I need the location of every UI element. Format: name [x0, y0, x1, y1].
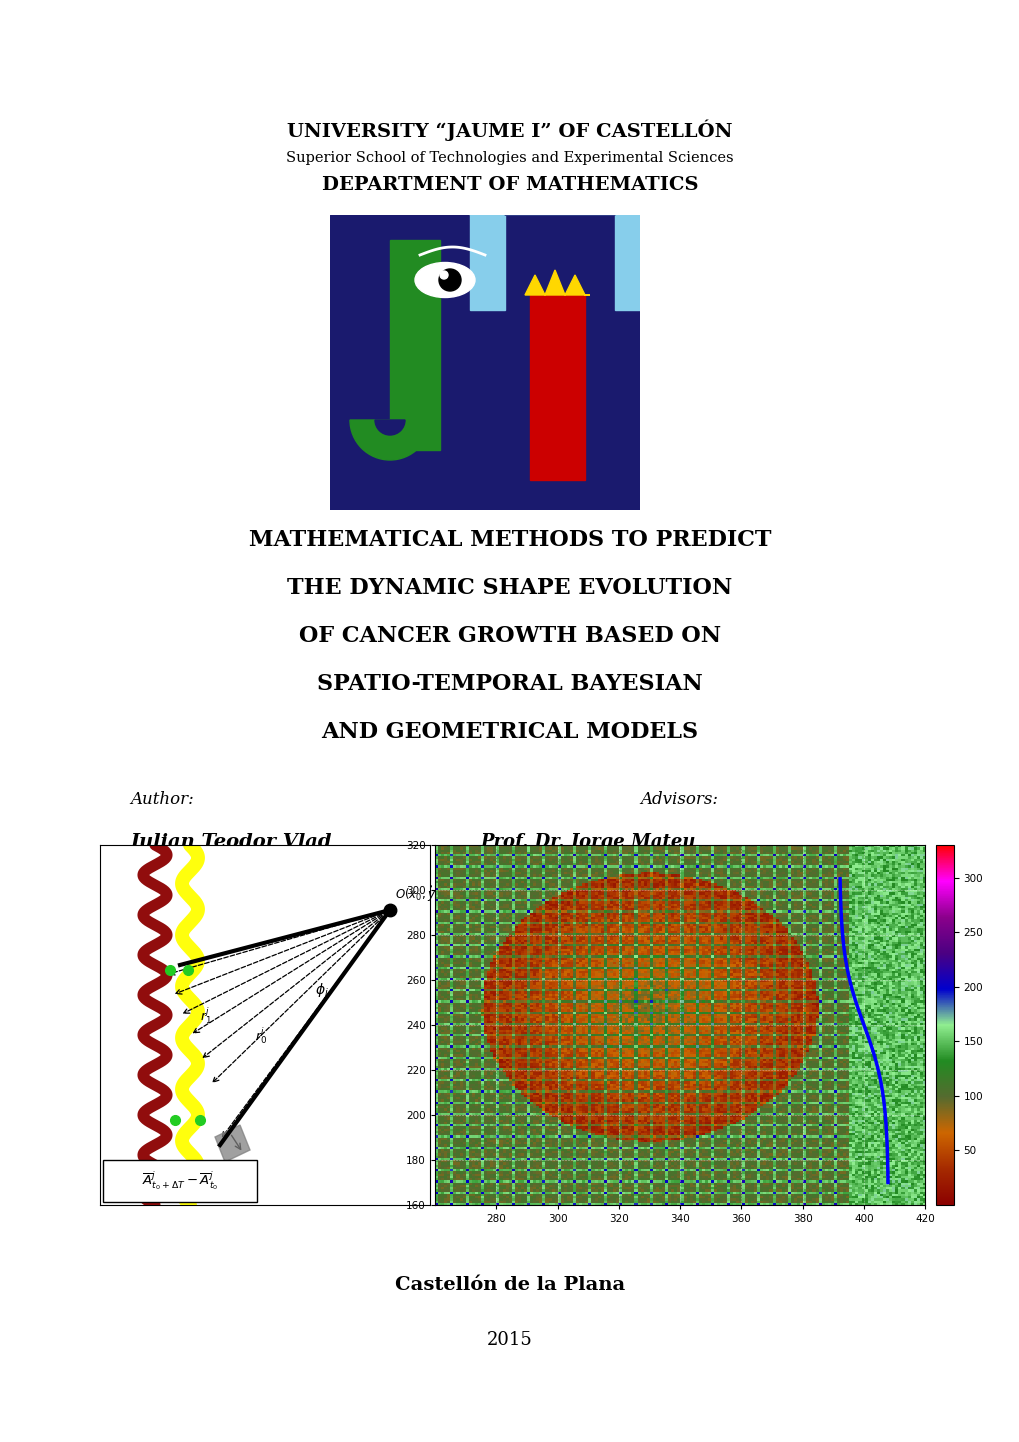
Text: THE DYNAMIC SHAPE EVOLUTION: THE DYNAMIC SHAPE EVOLUTION [287, 577, 732, 598]
Wedge shape [375, 420, 405, 435]
Text: $\phi_j$: $\phi_j$ [315, 982, 328, 1001]
Ellipse shape [415, 262, 475, 297]
Text: $\overline{A}^j_{t_0+\Delta T} - \overline{A}^j_{t_0}$: $\overline{A}^j_{t_0+\Delta T} - \overli… [142, 1169, 218, 1193]
Bar [530, 296, 585, 480]
Text: UNIVERSITY “JAUME I” OF CASTELLÓN: UNIVERSITY “JAUME I” OF CASTELLÓN [287, 120, 732, 141]
Text: Advisors:: Advisors: [639, 792, 717, 809]
Wedge shape [470, 125, 649, 215]
Bar [614, 215, 649, 310]
Ellipse shape [438, 270, 461, 291]
Text: Prof. Dr. José Joaquin Gual Arnau: Prof. Dr. José Joaquin Gual Arnau [384, 872, 722, 891]
Text: Prof. Dr. Jorge Mateu: Prof. Dr. Jorge Mateu [480, 833, 695, 851]
Wedge shape [504, 160, 614, 215]
Text: Iulian Teodor Vlad: Iulian Teodor Vlad [129, 833, 331, 851]
Ellipse shape [439, 271, 447, 278]
Wedge shape [350, 420, 430, 460]
Polygon shape [525, 270, 589, 296]
FancyBboxPatch shape [103, 1159, 257, 1203]
Text: DEPARTMENT OF MATHEMATICS: DEPARTMENT OF MATHEMATICS [321, 176, 698, 195]
Text: OF CANCER GROWTH BASED ON: OF CANCER GROWTH BASED ON [299, 624, 720, 647]
Text: $r_1^j$: $r_1^j$ [200, 1005, 212, 1025]
Text: $r_0^j$: $r_0^j$ [255, 1024, 267, 1045]
Bar [470, 215, 504, 310]
Text: SPATIO-TEMPORAL BAYESIAN: SPATIO-TEMPORAL BAYESIAN [317, 673, 702, 695]
Text: $O(x_0,y_0)$: $O(x_0,y_0)$ [394, 885, 445, 903]
Text: Superior School of Technologies and Experimental Sciences: Superior School of Technologies and Expe… [286, 151, 733, 164]
Text: MATHEMATICAL METHODS TO PREDICT: MATHEMATICAL METHODS TO PREDICT [249, 529, 770, 551]
Text: 2015: 2015 [487, 1331, 532, 1350]
Bar [389, 239, 439, 450]
Text: AND GEOMETRICAL MODELS: AND GEOMETRICAL MODELS [321, 721, 698, 743]
Text: Castellón de la Plana: Castellón de la Plana [394, 1276, 625, 1293]
Text: Author:: Author: [129, 792, 194, 809]
Polygon shape [215, 1125, 250, 1162]
